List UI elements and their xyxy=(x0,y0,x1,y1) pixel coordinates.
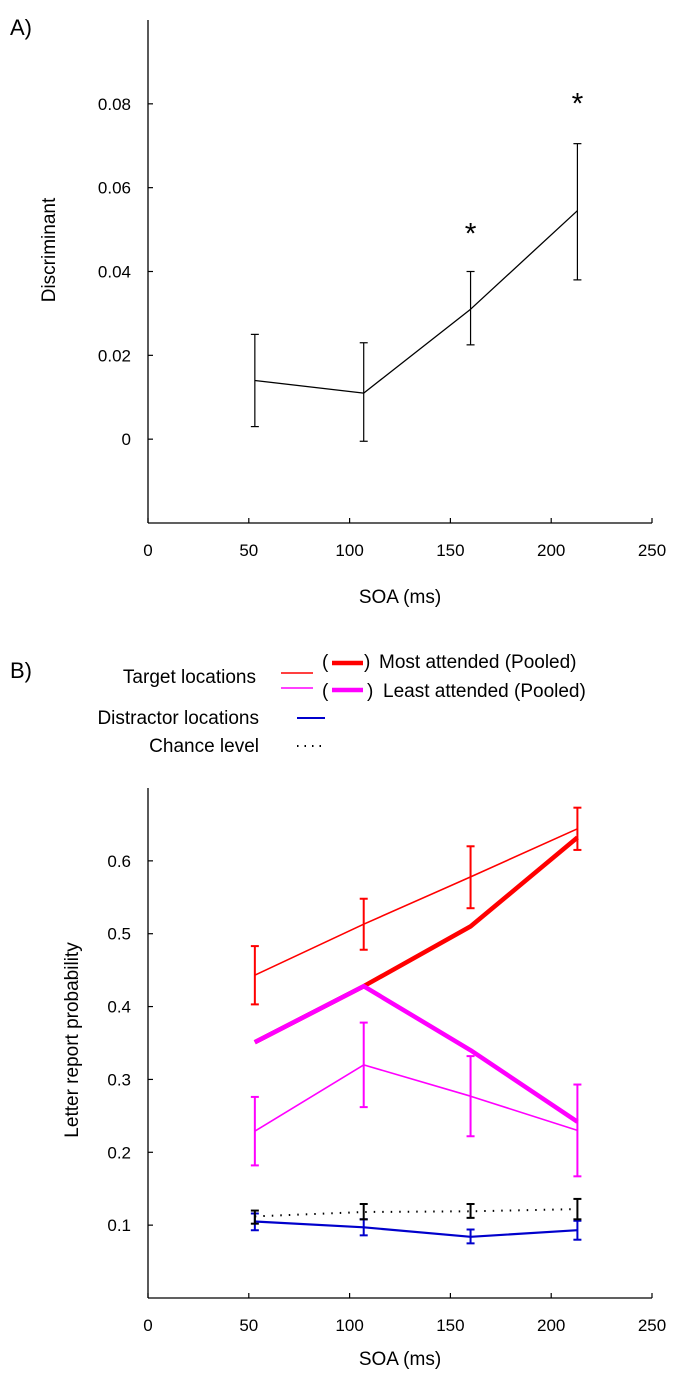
panel-a-x-axis-label: SOA (ms) xyxy=(359,587,441,608)
panel-a-y-ticks: 0 0.02 0.04 0.06 0.08 xyxy=(98,95,153,449)
legend-open-paren-least: ( xyxy=(322,681,329,702)
panel-a-x-tick-label: 200 xyxy=(537,541,565,560)
panel-b-y-tick-label: 0.6 xyxy=(107,852,131,871)
panel-b-x-tick-label: 150 xyxy=(436,1316,464,1335)
legend-distractor-label: Distractor locations xyxy=(97,708,259,729)
panel-b-y-tick-label: 0.5 xyxy=(107,925,131,944)
panel-b-x-ticks: 0 50 100 150 200 250 xyxy=(143,1293,666,1335)
panel-a-x-tick-label: 150 xyxy=(436,541,464,560)
panel-a-x-tick-label: 50 xyxy=(239,541,258,560)
legend-most-attended-label: Most attended (Pooled) xyxy=(379,652,577,673)
panel-a-x-tick-label: 250 xyxy=(638,541,666,560)
significance-star: * xyxy=(572,88,584,121)
panel-b-y-tick-label: 0.1 xyxy=(107,1216,131,1235)
panel-a-series xyxy=(250,143,582,442)
panel-a-x-tick-label: 100 xyxy=(335,541,363,560)
panel-b-series-line-0 xyxy=(254,828,578,976)
panel-a-y-tick-label: 0.04 xyxy=(98,263,131,282)
panel-a-x-ticks: 0 50 100 150 200 250 xyxy=(143,518,666,560)
panel-a-y-tick-label: 0.02 xyxy=(98,346,131,365)
panel-b-chart: 0.1 0.2 0.3 0.4 0.5 0.6 0 50 100 150 200 250 SOA (… xyxy=(62,788,666,1370)
legend-close-paren-most: ) xyxy=(364,652,370,673)
legend-open-paren-most: ( xyxy=(322,652,329,673)
panel-a-y-tick-label: 0.08 xyxy=(98,95,131,114)
legend-chance-label: Chance level xyxy=(149,736,259,757)
panel-a-y-tick-label: 0 xyxy=(122,430,131,449)
panel-b-x-tick-label: 100 xyxy=(335,1316,363,1335)
panel-b-series-line-2 xyxy=(253,835,579,1045)
panel-b-series-line-5 xyxy=(254,1208,578,1218)
panel-b-y-tick-label: 0.3 xyxy=(107,1070,131,1089)
panel-a-chart: 00.020.040.060.08 0 50 100 150 200 250 ** SOA… xyxy=(39,20,666,608)
panel-b-x-tick-label: 0 xyxy=(143,1316,152,1335)
panel-b-series-line-3 xyxy=(253,983,579,1124)
panel-b-series xyxy=(250,806,582,1245)
panel-a-label: A) xyxy=(10,15,32,40)
panel-a-annotations: ** xyxy=(465,88,584,251)
legend-target-label: Target locations xyxy=(123,667,256,688)
panel-b-x-tick-label: 50 xyxy=(239,1316,258,1335)
panel-b-y-tick-label: 0.4 xyxy=(107,998,131,1017)
panel-b-series-line-1 xyxy=(254,1064,578,1132)
panel-b-x-axis-label: SOA (ms) xyxy=(359,1349,441,1370)
panel-b-label: B) xyxy=(10,658,32,683)
legend: Target locations ( ) Most attended (Pool… xyxy=(97,652,585,757)
panel-b-series-line-4 xyxy=(254,1220,578,1238)
panel-b-y-tick-label: 0.2 xyxy=(107,1143,131,1162)
legend-close-paren-least: ) xyxy=(367,681,373,702)
panel-a-x-tick-label: 0 xyxy=(143,541,152,560)
panel-b-x-tick-label: 200 xyxy=(537,1316,565,1335)
panel-a-y-tick-label: 0.06 xyxy=(98,179,131,198)
significance-star: * xyxy=(465,218,477,251)
panel-a-series-line-0 xyxy=(254,210,578,394)
panel-b-y-ticks: 0.1 0.2 0.3 0.4 0.5 0.6 xyxy=(107,852,153,1235)
legend-least-attended-label: Least attended (Pooled) xyxy=(383,681,586,702)
panel-a-y-axis-label: Discriminant xyxy=(39,197,60,302)
panel-b-x-tick-label: 250 xyxy=(638,1316,666,1335)
panel-b-y-axis-label: Letter report probability xyxy=(62,942,83,1138)
